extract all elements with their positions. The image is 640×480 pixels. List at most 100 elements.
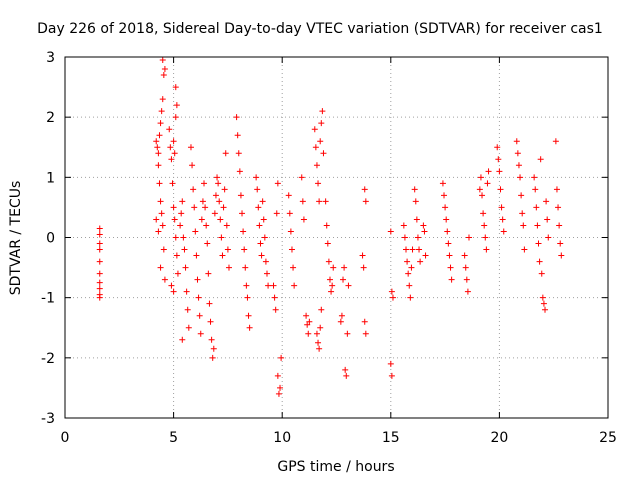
data-point <box>558 252 565 259</box>
data-point <box>330 264 337 271</box>
data-point <box>159 57 166 64</box>
data-point <box>155 150 162 157</box>
data-point <box>341 264 348 271</box>
data-point <box>298 174 305 181</box>
data-point <box>96 285 103 292</box>
data-point <box>412 198 419 205</box>
data-point <box>421 228 428 235</box>
data-point <box>480 210 487 217</box>
data-point <box>315 339 322 346</box>
data-point <box>479 192 486 199</box>
data-point <box>159 96 166 103</box>
data-point <box>345 282 352 289</box>
data-point <box>96 258 103 265</box>
data-point <box>343 372 350 379</box>
x-tick-label: 25 <box>599 430 617 446</box>
data-point <box>254 186 261 193</box>
data-point <box>245 312 252 319</box>
data-point <box>234 132 241 139</box>
data-point <box>532 186 539 193</box>
data-point <box>317 324 324 331</box>
data-point <box>96 294 103 301</box>
data-point <box>556 222 563 229</box>
data-point <box>324 240 331 247</box>
data-point <box>536 258 543 265</box>
data-point <box>183 288 190 295</box>
data-point <box>180 234 187 241</box>
data-point <box>414 234 421 241</box>
data-point <box>179 336 186 343</box>
data-point <box>236 168 243 175</box>
data-point <box>500 228 507 235</box>
data-point <box>359 252 366 259</box>
x-tick-label: 15 <box>382 430 400 446</box>
data-point <box>286 210 293 217</box>
data-point <box>161 66 168 73</box>
plot-frame <box>64 56 609 419</box>
data-point <box>198 216 205 223</box>
data-point <box>305 330 312 337</box>
y-axis-label: SDTVAR / TECUs <box>8 181 24 296</box>
data-point <box>361 318 368 325</box>
data-point <box>521 246 528 253</box>
data-point <box>329 282 336 289</box>
data-point <box>195 294 202 301</box>
data-point <box>322 198 329 205</box>
data-point <box>272 306 279 313</box>
data-point <box>519 210 526 217</box>
data-point <box>387 228 394 235</box>
y-tick-label: -2 <box>41 351 55 367</box>
axis-ticks <box>64 56 609 419</box>
data-point <box>362 198 369 205</box>
data-point <box>313 162 320 169</box>
y-tick-label: 1 <box>46 170 55 186</box>
data-point <box>316 198 323 205</box>
data-point <box>96 246 103 253</box>
data-point <box>207 318 214 325</box>
data-point <box>337 318 344 325</box>
data-point <box>171 216 178 223</box>
data-point <box>278 354 285 361</box>
data-point <box>540 300 547 307</box>
data-point <box>171 150 178 157</box>
data-point <box>517 174 524 181</box>
data-point <box>513 138 520 145</box>
data-point <box>257 240 264 247</box>
data-point <box>208 336 215 343</box>
data-point <box>222 150 229 157</box>
data-point <box>497 186 504 193</box>
data-point <box>407 294 414 301</box>
data-point <box>235 150 242 157</box>
data-point <box>202 204 209 211</box>
data-point <box>288 246 295 253</box>
data-point <box>316 345 323 352</box>
data-point <box>484 180 491 187</box>
data-point <box>170 204 177 211</box>
data-point <box>465 234 472 241</box>
data-point <box>96 240 103 247</box>
data-point <box>168 282 175 289</box>
data-point <box>168 156 175 163</box>
data-point <box>476 186 483 193</box>
data-point <box>265 282 272 289</box>
y-tick-label: 3 <box>46 50 55 66</box>
data-point <box>274 372 281 379</box>
data-point <box>189 162 196 169</box>
data-point <box>166 126 173 133</box>
data-point <box>422 252 429 259</box>
data-point <box>158 108 165 115</box>
data-point <box>446 252 453 259</box>
data-point <box>233 114 240 121</box>
data-point <box>401 234 408 241</box>
data-point <box>244 294 251 301</box>
data-point <box>192 228 199 235</box>
data-point <box>306 318 313 325</box>
data-point <box>405 270 412 277</box>
data-point <box>218 234 225 241</box>
data-point <box>539 294 546 301</box>
data-point <box>303 312 310 319</box>
data-point <box>313 330 320 337</box>
data-point <box>172 84 179 91</box>
data-point <box>169 180 176 187</box>
